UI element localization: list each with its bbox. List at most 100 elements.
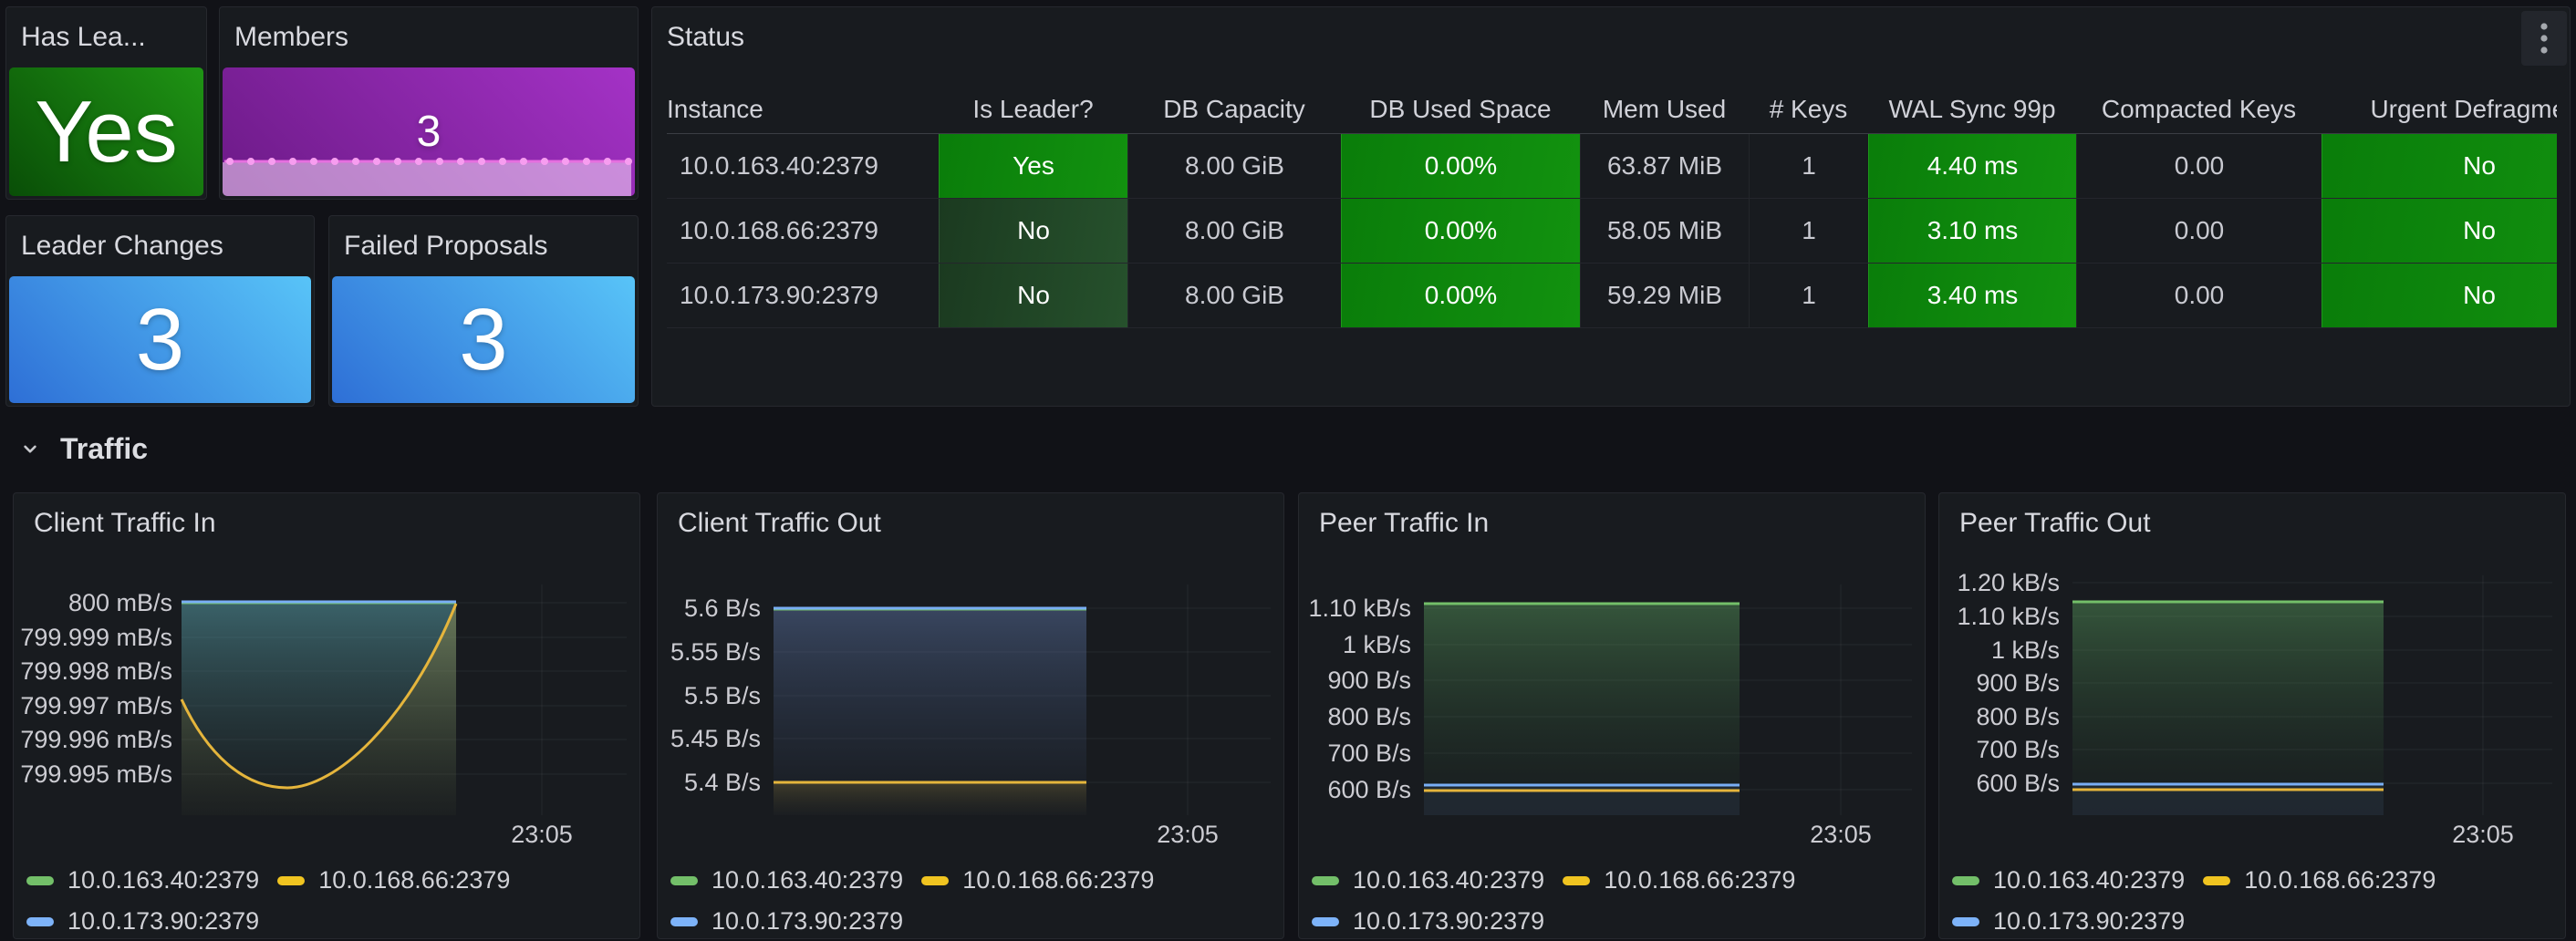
peer-traffic-in-chart: [1424, 584, 1912, 815]
table-cell: 10.0.173.90:2379: [680, 281, 878, 309]
legend-label: 10.0.168.66:2379: [1604, 866, 1796, 894]
y-axis-tick: 799.997 mB/s: [20, 692, 172, 719]
legend-label: 10.0.173.90:2379: [1353, 907, 1545, 935]
table-row: 10.0.173.90:2379 No 8.00 GiB 0.00% 59.29 MiB…: [667, 264, 2557, 328]
series-color-pill: [670, 916, 698, 926]
panel-peer-traffic-out: Peer Traffic Out 1.20 kB/s 1.10 kB/s 1 k…: [1938, 492, 2566, 939]
table-cell: 1: [1749, 199, 1868, 263]
legend-label: 10.0.168.66:2379: [2244, 866, 2436, 894]
chart-legend: 10.0.163.40:2379 10.0.168.66:2379 10.0.1…: [670, 860, 1154, 938]
chart-legend: 10.0.163.40:2379 10.0.168.66:2379 10.0.1…: [1312, 860, 1795, 938]
chart-legend: 10.0.163.40:2379 10.0.168.66:2379 10.0.1…: [26, 860, 510, 938]
column-header[interactable]: Is Leader?: [972, 95, 1094, 123]
y-axis-tick: 5.45 B/s: [670, 725, 761, 752]
column-header[interactable]: Mem Used: [1602, 95, 1727, 123]
panel-title: Peer Traffic Out: [1959, 508, 2151, 538]
x-axis-tick: 23:05: [511, 821, 573, 848]
chart-legend: 10.0.163.40:2379 10.0.168.66:2379 10.0.1…: [1952, 860, 2436, 938]
legend-item[interactable]: 10.0.168.66:2379: [2203, 866, 2436, 894]
table-cell: 4.40 ms: [1868, 134, 2076, 198]
panel-title: Peer Traffic In: [1319, 508, 1490, 538]
y-axis-tick: 1.10 kB/s: [1957, 603, 2060, 630]
legend-item[interactable]: 10.0.168.66:2379: [1563, 866, 1795, 894]
legend-item[interactable]: 10.0.173.90:2379: [1952, 907, 2185, 936]
column-header[interactable]: # Keys: [1769, 95, 1848, 123]
x-axis-tick: 23:05: [2452, 821, 2514, 848]
legend-item[interactable]: 10.0.163.40:2379: [1952, 866, 2185, 894]
table-cell: 58.05 MiB: [1580, 199, 1749, 263]
y-axis-tick: 700 B/s: [1327, 739, 1411, 767]
has-leader-value: Yes: [35, 82, 178, 181]
y-axis-tick: 5.5 B/s: [683, 682, 761, 709]
y-axis-tick: 5.6 B/s: [683, 595, 761, 622]
legend-item[interactable]: 10.0.163.40:2379: [26, 866, 259, 894]
y-axis-tick: 800 B/s: [1976, 703, 2060, 730]
table-cell: 0.00: [2076, 264, 2322, 327]
table-cell: 10.0.168.66:2379: [680, 216, 878, 244]
panel-peer-traffic-in: Peer Traffic In 1.10 kB/s 1 kB/s 900 B/s…: [1298, 492, 1926, 939]
panel-title: Failed Proposals: [344, 231, 548, 261]
y-axis-tick: 5.55 B/s: [670, 638, 761, 666]
table-cell: 0.00%: [1341, 264, 1580, 327]
legend-label: 10.0.173.90:2379: [68, 907, 260, 935]
leader-changes-value-box: 3: [9, 276, 311, 403]
column-header[interactable]: DB Used Space: [1369, 95, 1552, 123]
legend-label: 10.0.168.66:2379: [318, 866, 511, 894]
legend-label: 10.0.173.90:2379: [1993, 907, 2186, 935]
legend-item[interactable]: 10.0.173.90:2379: [670, 907, 903, 936]
leader-changes-value: 3: [135, 290, 185, 388]
legend-item[interactable]: 10.0.168.66:2379: [921, 866, 1154, 894]
section-traffic-toggle[interactable]: Traffic: [18, 430, 148, 467]
legend-item[interactable]: 10.0.163.40:2379: [670, 866, 903, 894]
y-axis-tick: 600 B/s: [1976, 770, 2060, 797]
series-color-pill: [1312, 875, 1339, 885]
table-cell: No: [939, 264, 1127, 327]
y-axis-tick: 1.20 kB/s: [1957, 569, 2060, 596]
legend-item[interactable]: 10.0.173.90:2379: [1312, 907, 1544, 936]
y-axis-tick: 799.999 mB/s: [20, 624, 172, 651]
status-table-body: 10.0.163.40:2379 Yes 8.00 GiB 0.00% 63.87 Mi…: [667, 134, 2557, 328]
legend-item[interactable]: 10.0.173.90:2379: [26, 907, 259, 936]
series-color-pill: [277, 875, 306, 885]
panel-leader-changes: Leader Changes 3: [5, 215, 315, 407]
table-cell: No: [2322, 264, 2557, 327]
table-cell: 0.00: [2076, 134, 2322, 198]
peer-traffic-out-chart: [2072, 575, 2552, 815]
panel-menu-button[interactable]: [2521, 11, 2567, 66]
table-cell: 10.0.163.40:2379: [680, 151, 878, 180]
series-color-pill: [670, 875, 698, 885]
column-header[interactable]: WAL Sync 99p: [1888, 95, 2056, 123]
table-cell: 1: [1749, 134, 1868, 198]
column-header[interactable]: Urgent Defragment: [2370, 95, 2557, 123]
table-cell: Yes: [939, 134, 1127, 198]
y-axis-tick: 799.995 mB/s: [20, 760, 172, 788]
table-cell: 8.00 GiB: [1127, 134, 1341, 198]
x-axis-tick: 23:05: [1157, 821, 1219, 848]
series-color-pill: [26, 875, 54, 885]
column-header[interactable]: Instance: [667, 95, 763, 123]
series-color-pill: [26, 916, 54, 926]
failed-proposals-value-box: 3: [332, 276, 635, 403]
panel-title: Members: [234, 22, 349, 52]
y-axis-tick: 1.10 kB/s: [1308, 595, 1411, 622]
table-cell: 3.40 ms: [1868, 264, 2076, 327]
panel-title: Status: [667, 22, 745, 52]
x-axis-tick: 23:05: [1810, 821, 1872, 848]
y-axis-tick: 799.996 mB/s: [20, 726, 172, 753]
table-cell: 8.00 GiB: [1127, 199, 1341, 263]
panel-client-traffic-in: Client Traffic In 800 mB/s 799.9: [13, 492, 640, 939]
panel-title: Client Traffic Out: [678, 508, 881, 538]
members-value-box: 3: [223, 67, 635, 196]
table-cell: 1: [1749, 264, 1868, 327]
column-header[interactable]: Compacted Keys: [2101, 95, 2297, 123]
legend-item[interactable]: 10.0.168.66:2379: [277, 866, 510, 894]
y-axis-tick: 900 B/s: [1327, 667, 1411, 694]
y-axis-tick: 900 B/s: [1976, 669, 2060, 697]
table-cell: 63.87 MiB: [1580, 134, 1749, 198]
members-sparkline: [223, 158, 635, 196]
series-color-pill: [1312, 916, 1339, 926]
panel-has-leader: Has Lea... Yes: [5, 6, 207, 200]
series-color-pill: [2203, 875, 2231, 885]
legend-item[interactable]: 10.0.163.40:2379: [1312, 866, 1544, 894]
column-header[interactable]: DB Capacity: [1163, 95, 1305, 123]
